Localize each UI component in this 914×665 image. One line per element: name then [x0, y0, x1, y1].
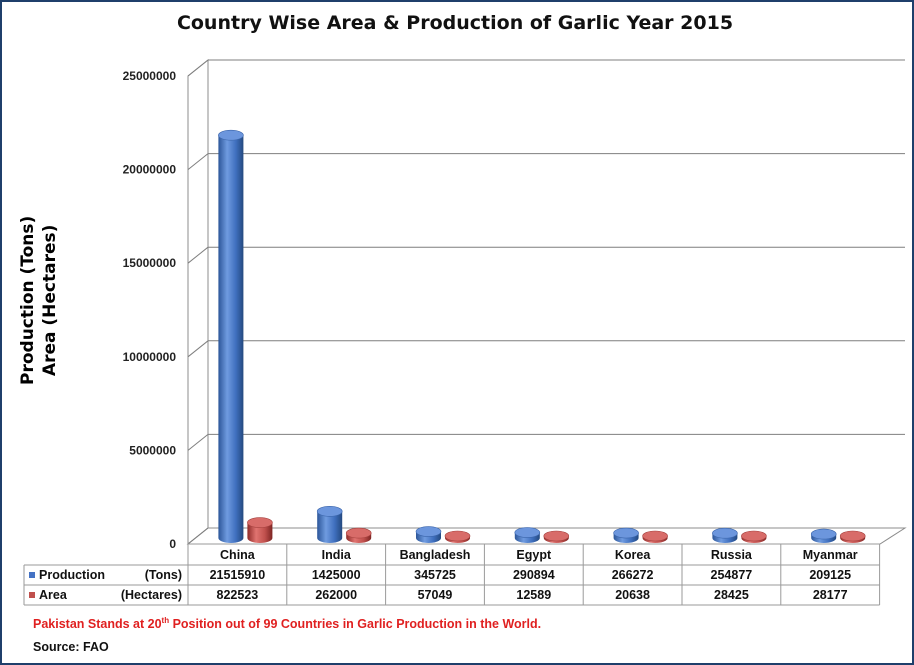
x-tick-label: China — [220, 548, 256, 562]
bar-area-korea — [642, 530, 668, 543]
data-table-value: 20638 — [615, 588, 650, 602]
bar-top — [543, 530, 570, 542]
data-table-value: 12589 — [516, 588, 551, 602]
bar-production-india — [316, 506, 343, 543]
bar-top — [642, 530, 668, 542]
source-note: Source: FAO — [33, 640, 109, 654]
data-table-value: 28177 — [813, 588, 848, 602]
y-tick-label: 20000000 — [123, 163, 177, 177]
bar-production-bangladesh — [415, 526, 442, 543]
footnote-suffix: Position out of 99 Countries in Garlic P… — [169, 617, 542, 632]
bar-top — [415, 526, 442, 537]
bar-top — [810, 528, 837, 540]
data-table-value: 57049 — [418, 588, 453, 602]
y-tick-label: 5000000 — [129, 443, 176, 457]
footnote-sup: th — [161, 616, 170, 625]
data-table-value: 254877 — [711, 568, 753, 582]
bar-top — [514, 527, 541, 538]
x-tick-label: Egypt — [516, 548, 552, 562]
data-table-value: 290894 — [513, 568, 555, 582]
bar-top — [218, 129, 244, 141]
bar-top — [444, 530, 471, 542]
legend-label: Area — [39, 588, 68, 602]
bar-production-korea — [613, 527, 639, 543]
data-table-value: 28425 — [714, 588, 749, 602]
data-table-value: 262000 — [315, 588, 357, 602]
bar-top — [345, 527, 372, 539]
legend-swatch — [29, 592, 35, 598]
y-tick-label: 0 — [169, 537, 176, 551]
x-tick-label: India — [322, 548, 352, 562]
footnote: Pakistan Stands at 20th Position out of … — [33, 616, 541, 631]
bar-top — [613, 527, 639, 539]
gridline-side — [187, 434, 209, 451]
y-tick-label: 15000000 — [123, 256, 177, 270]
bar-body — [218, 135, 244, 543]
data-table-value: 822523 — [217, 588, 259, 602]
bar-area-myanmar — [839, 530, 866, 543]
gridline-side — [187, 59, 209, 77]
bar-area-china — [247, 517, 273, 543]
bar-area-egypt — [543, 530, 570, 543]
side-wall — [187, 58, 209, 546]
chart-title: Country Wise Area & Production of Garlic… — [176, 12, 734, 34]
data-table-value: 1425000 — [312, 568, 361, 582]
bar-body — [317, 511, 343, 543]
bar-top — [316, 506, 343, 517]
bar-top — [712, 527, 738, 539]
bar-top — [839, 530, 866, 542]
legend-label-unit: (Tons) — [145, 568, 182, 582]
y-tick-label: 10000000 — [123, 350, 177, 364]
y-tick-label: 25000000 — [123, 69, 177, 83]
legend-swatch — [29, 572, 35, 578]
legend-label-unit: (Hectares) — [121, 588, 182, 602]
bar-body — [247, 522, 273, 543]
data-table-value: 266272 — [612, 568, 654, 582]
data-table-value: 345725 — [414, 568, 456, 582]
bar-area-bangladesh — [444, 530, 471, 543]
x-tick-label: Korea — [615, 548, 651, 562]
legend-label: Production — [39, 568, 105, 582]
bar-area-russia — [741, 530, 767, 543]
footnote-prefix: Pakistan Stands at 20 — [33, 617, 162, 632]
gridline-side — [187, 340, 209, 358]
bar-production-myanmar — [810, 528, 837, 543]
gridline-side — [187, 527, 209, 545]
bar-production-egypt — [514, 527, 541, 543]
bar-production-russia — [712, 527, 738, 543]
bar-area-india — [345, 527, 372, 543]
data-table-value: 209125 — [809, 568, 851, 582]
x-tick-label: Myanmar — [803, 548, 858, 562]
bar-production-china — [218, 129, 244, 543]
x-tick-label: Russia — [711, 548, 753, 562]
bar-top — [741, 530, 767, 542]
gridline-side — [187, 246, 209, 264]
gridline-side — [187, 153, 209, 170]
x-tick-label: Bangladesh — [400, 548, 471, 562]
bar-top — [247, 517, 273, 528]
data-table-value: 21515910 — [210, 568, 266, 582]
